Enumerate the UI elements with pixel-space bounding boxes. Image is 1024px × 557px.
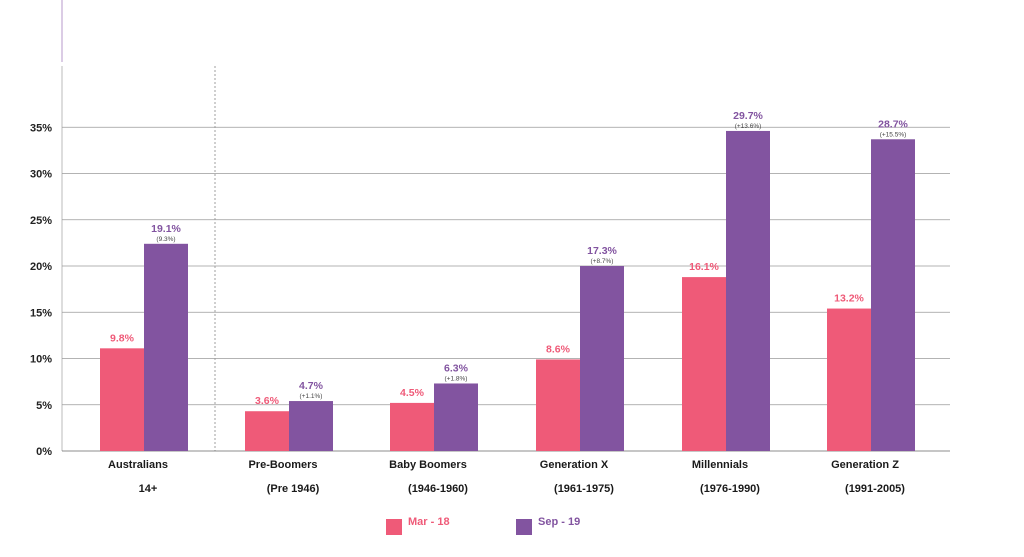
y-tick-label: 25% [30, 215, 52, 227]
x-subcategory-label: (1961-1975) [554, 483, 614, 495]
bar-sep-19 [144, 243, 188, 451]
y-tick-label: 15% [30, 307, 52, 319]
data-label-mar-18: 16.1% [689, 261, 719, 273]
legend-swatch [386, 519, 402, 535]
change-label: (9.3%) [156, 236, 175, 243]
bar-mar-18 [682, 277, 726, 451]
x-category-label: Millennials [692, 459, 748, 471]
legend-label: Mar - 18 [408, 516, 450, 528]
y-axis: 0% 5% 10% 15% 20% 25% 30% 35% [30, 122, 52, 458]
bar-sep-19 [871, 139, 915, 451]
y-tick-label: 20% [30, 261, 52, 273]
bar-mar-18 [390, 402, 434, 451]
bar-mar-18 [536, 359, 580, 451]
x-subcategory-label: (1976-1990) [700, 483, 760, 495]
legend: Mar - 18 Sep - 19 [386, 516, 580, 535]
legend-label: Sep - 19 [538, 516, 580, 528]
data-label-mar-18: 3.6% [255, 395, 280, 407]
bar-mar-18 [245, 411, 289, 451]
x-subcategory-label: (Pre 1946) [267, 483, 320, 495]
bar-sep-19 [580, 266, 624, 451]
bar-sep-19 [434, 383, 478, 451]
data-label-mar-18: 13.2% [834, 293, 864, 305]
legend-swatch [516, 519, 532, 535]
x-category-label: Australians [108, 459, 168, 471]
data-label-sep-19: 29.7% [733, 110, 763, 122]
y-tick-label: 10% [30, 354, 52, 366]
change-label: (+1.8%) [445, 375, 468, 382]
y-tick-label: 5% [36, 400, 52, 412]
change-label: (+15.5%) [880, 131, 907, 138]
x-category-label: Pre-Boomers [248, 459, 317, 471]
data-label-sep-19: 4.7% [299, 380, 324, 392]
gridlines [62, 126, 950, 452]
change-label: (+13.6%) [735, 123, 762, 130]
x-category-label: Baby Boomers [389, 459, 467, 471]
data-label-sep-19: 6.3% [444, 362, 469, 374]
change-label: (+1.1%) [300, 393, 323, 400]
data-label-mar-18: 9.8% [110, 332, 135, 344]
x-axis: Australians 14+ Pre-Boomers (Pre 1946) Baby … [108, 459, 905, 495]
change-label: (+8.7%) [591, 258, 614, 265]
y-tick-label: 35% [30, 122, 52, 134]
bar-mar-18 [100, 348, 144, 451]
y-tick-label: 30% [30, 169, 52, 181]
x-category-label: Generation X [540, 459, 609, 471]
bars [100, 130, 915, 451]
x-subcategory-label: (1946-1960) [408, 483, 468, 495]
bar-sep-19 [726, 130, 770, 451]
x-subcategory-label: 14+ [139, 483, 158, 495]
data-label-sep-19: 19.1% [151, 223, 181, 235]
data-label-mar-18: 4.5% [400, 387, 425, 399]
data-label-mar-18: 8.6% [546, 343, 571, 355]
bar-sep-19 [289, 401, 333, 451]
bar-mar-18 [827, 308, 871, 451]
x-subcategory-label: (1991-2005) [845, 483, 905, 495]
data-labels: 9.8%19.1%(9.3%)3.6%4.7%(+1.1%) 4.5%6.3%(+… [110, 110, 909, 407]
x-category-label: Generation Z [831, 459, 899, 471]
y-tick-label: 0% [36, 446, 52, 458]
data-label-sep-19: 17.3% [587, 245, 617, 257]
data-label-sep-19: 28.7% [878, 118, 908, 130]
